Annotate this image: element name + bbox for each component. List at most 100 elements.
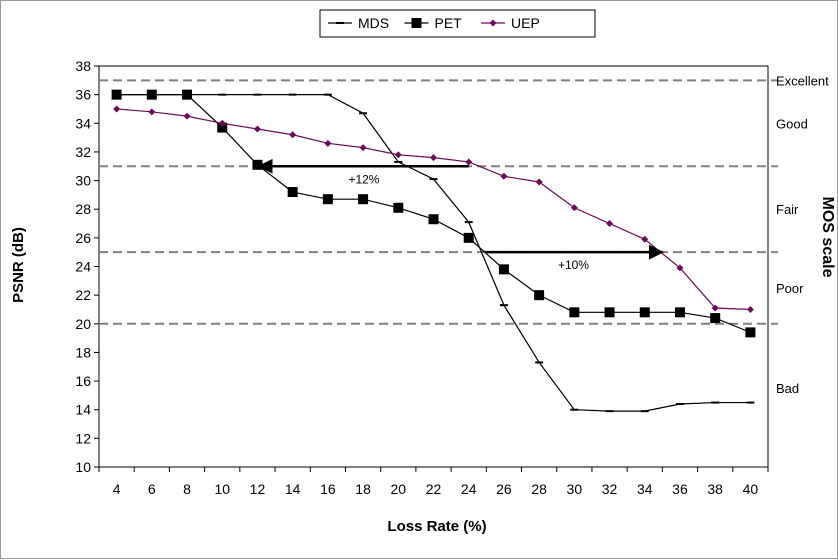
- y-tick-label: 26: [75, 230, 91, 246]
- marker-diamond: [500, 172, 508, 180]
- marker-square: [428, 214, 439, 225]
- x-tick-label: 16: [320, 481, 336, 497]
- x-tick-label: 8: [183, 481, 191, 497]
- legend-item-mds: MDS: [328, 15, 389, 31]
- marker-square: [358, 194, 369, 205]
- y-axis-title: PSNR (dB): [10, 227, 27, 303]
- marker-diamond: [359, 144, 367, 152]
- y-tick-label: 22: [75, 287, 91, 303]
- x-tick-label: 14: [285, 481, 301, 497]
- legend: MDS PET UEP: [319, 9, 596, 38]
- mos-label-excellent: Excellent: [776, 73, 829, 88]
- x-tick-label: 4: [113, 481, 121, 497]
- annotation-arrow: +12%: [257, 158, 469, 186]
- annotations: +12% +10%: [257, 158, 664, 272]
- marker-square: [182, 89, 193, 100]
- y-tick-label: 20: [75, 316, 91, 332]
- marker-square: [393, 202, 404, 213]
- series-pet: [111, 89, 756, 338]
- x-tick-label: 32: [602, 481, 618, 497]
- y-tick-label: 32: [75, 144, 91, 160]
- marker-diamond: [711, 304, 719, 312]
- legend-box: [319, 9, 596, 38]
- marker-diamond: [183, 112, 191, 120]
- marker-square: [111, 89, 122, 100]
- x-tick-label: 30: [567, 481, 583, 497]
- marker-diamond: [324, 139, 332, 147]
- series-line-uep: [116, 108, 751, 311]
- annotation-arrow: +10%: [484, 244, 664, 272]
- marker-square: [322, 194, 333, 205]
- y-tick-label: 28: [75, 201, 91, 217]
- x-tick-label: 6: [148, 481, 156, 497]
- marker-diamond: [535, 178, 543, 186]
- mos-label-fair: Fair: [776, 202, 799, 217]
- marker-diamond: [394, 151, 402, 159]
- marker-diamond: [253, 125, 261, 133]
- y-tick-label: 36: [75, 87, 91, 103]
- marker-square: [217, 122, 228, 133]
- marker-square: [287, 187, 298, 198]
- marker-square: [674, 307, 685, 318]
- x-tick-label: 34: [637, 481, 653, 497]
- x-tick-label: 28: [531, 481, 547, 497]
- x-tick-label: 20: [391, 481, 407, 497]
- marker-diamond: [641, 235, 649, 243]
- series-layer: [111, 89, 756, 413]
- mos-label-poor: Poor: [776, 281, 804, 296]
- marker-square: [411, 18, 422, 28]
- x-tick-label: 12: [250, 481, 266, 497]
- marker-square: [745, 327, 756, 338]
- annotation-label: +10%: [558, 258, 589, 272]
- y-tick-label: 12: [75, 430, 91, 446]
- marker-diamond: [289, 131, 297, 139]
- x-tick-label: 38: [707, 481, 723, 497]
- y-tick-label: 16: [75, 373, 91, 389]
- series-line-pet: [116, 94, 751, 333]
- marker-diamond: [676, 264, 684, 272]
- marker-diamond: [113, 105, 121, 113]
- y-tick-label: 34: [75, 115, 91, 131]
- marker-diamond: [746, 305, 754, 313]
- y-tick-label: 30: [75, 173, 91, 189]
- x-tick-label: 18: [355, 481, 371, 497]
- legend-label: MDS: [358, 15, 389, 31]
- x-axis-title: Loss Rate (%): [387, 518, 486, 535]
- marker-square: [498, 264, 509, 275]
- x-tick-label: 10: [214, 481, 230, 497]
- y-tick-label: 14: [75, 402, 91, 418]
- legend-item-uep: UEP: [481, 15, 540, 31]
- marker-square: [639, 307, 650, 318]
- marker-square: [604, 307, 615, 318]
- marker-square: [146, 89, 157, 100]
- y-tick-label: 10: [75, 459, 91, 475]
- marker-square: [252, 159, 263, 170]
- mos-label-good: Good: [776, 116, 808, 131]
- y-tick-label: 38: [75, 58, 91, 74]
- legend-label: UEP: [511, 15, 540, 31]
- marker-diamond: [430, 154, 437, 162]
- axes: 10 12 14 16 18 20 22 24 26 28 30 32 34 36 38 4 6 8 10 12 14 1…: [75, 58, 769, 497]
- marker-diamond: [570, 204, 578, 212]
- x-tick-label: 24: [461, 481, 477, 497]
- marker-diamond: [148, 108, 156, 116]
- legend-label: PET: [435, 15, 463, 31]
- marker-diamond: [606, 220, 614, 228]
- y-tick-label: 24: [75, 259, 91, 275]
- mos-label-bad: Bad: [776, 381, 799, 396]
- marker-square: [463, 232, 474, 243]
- annotation-label: +12%: [348, 172, 379, 186]
- marker-square: [569, 307, 580, 318]
- mos-scale-title: MOS scale: [819, 197, 836, 278]
- marker-diamond: [218, 119, 226, 127]
- x-tick-label: 26: [496, 481, 512, 497]
- marker-diamond: [489, 19, 497, 27]
- x-tick-label: 22: [426, 481, 442, 497]
- legend-item-pet: PET: [404, 15, 463, 31]
- marker-square: [710, 313, 721, 324]
- y-tick-label: 18: [75, 344, 91, 360]
- marker-diamond: [465, 158, 473, 166]
- series-uep: [113, 105, 754, 313]
